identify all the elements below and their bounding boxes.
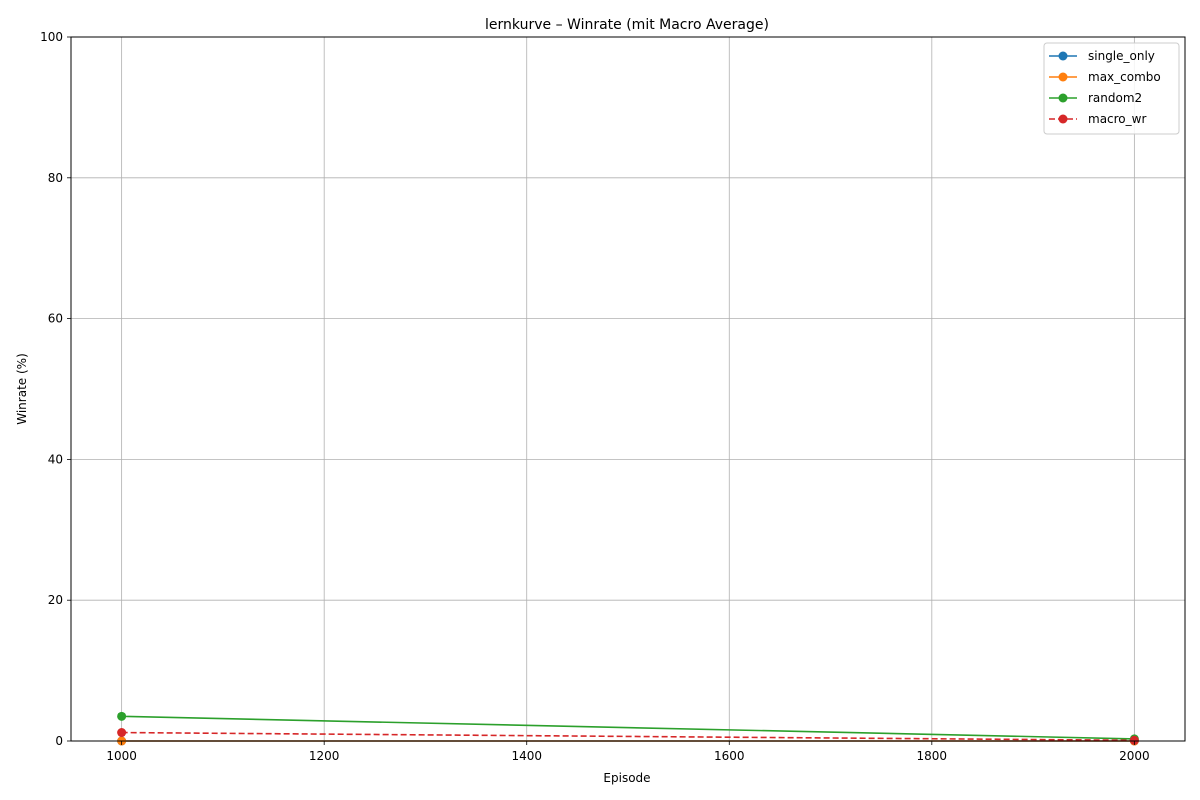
- legend-item-single_only: single_only: [1049, 49, 1155, 63]
- legend-marker: [1058, 72, 1068, 82]
- y-axis-ticks: 0 20 40 60 80 100: [40, 30, 71, 748]
- legend-box: [1043, 42, 1180, 135]
- series-line-random2: [121, 715, 1135, 740]
- series-macro_wr: [117, 728, 1139, 745]
- x-axis-label: Episode: [603, 771, 650, 785]
- y-tick-label: 60: [48, 312, 63, 326]
- legend-label: random2: [1088, 91, 1142, 105]
- legend-marker: [1058, 93, 1068, 103]
- x-axis-ticks: 1000 1200 1400 1600 1800 2000: [106, 741, 1150, 763]
- y-axis-label: Winrate (%): [15, 353, 29, 425]
- data-point-macro_wr: [117, 728, 127, 738]
- plot-frame: [70, 36, 1186, 742]
- series-random2: [117, 711, 1139, 744]
- legend-item-macro_wr: macro_wr: [1049, 112, 1146, 126]
- x-tick-label: 1000: [106, 749, 137, 763]
- data-point-random2: [117, 711, 127, 721]
- series-line-macro_wr: [121, 731, 1135, 742]
- y-tick-label: 40: [48, 452, 63, 466]
- legend-label: macro_wr: [1088, 112, 1146, 126]
- legend-label: max_combo: [1088, 70, 1161, 84]
- y-tick-label: 20: [48, 593, 63, 607]
- legend: single_only max_combo random2 macro_wr: [1043, 42, 1180, 135]
- y-tick-label: 80: [48, 171, 63, 185]
- y-tick-label: 0: [55, 734, 63, 748]
- x-tick-label: 1800: [917, 749, 948, 763]
- x-tick-label: 1600: [714, 749, 745, 763]
- y-tick-label: 100: [40, 30, 63, 44]
- x-tick-label: 2000: [1119, 749, 1150, 763]
- legend-label: single_only: [1088, 49, 1155, 63]
- series-layer: [117, 711, 1139, 746]
- legend-item-random2: random2: [1049, 91, 1142, 105]
- grid: [71, 36, 1185, 742]
- chart-title: lernkurve – Winrate (mit Macro Average): [485, 17, 769, 33]
- legend-item-max_combo: max_combo: [1049, 70, 1161, 84]
- x-tick-label: 1400: [511, 749, 542, 763]
- x-tick-label: 1200: [309, 749, 340, 763]
- data-point-macro_wr: [1129, 735, 1139, 745]
- legend-marker: [1058, 114, 1068, 124]
- legend-marker: [1058, 51, 1068, 61]
